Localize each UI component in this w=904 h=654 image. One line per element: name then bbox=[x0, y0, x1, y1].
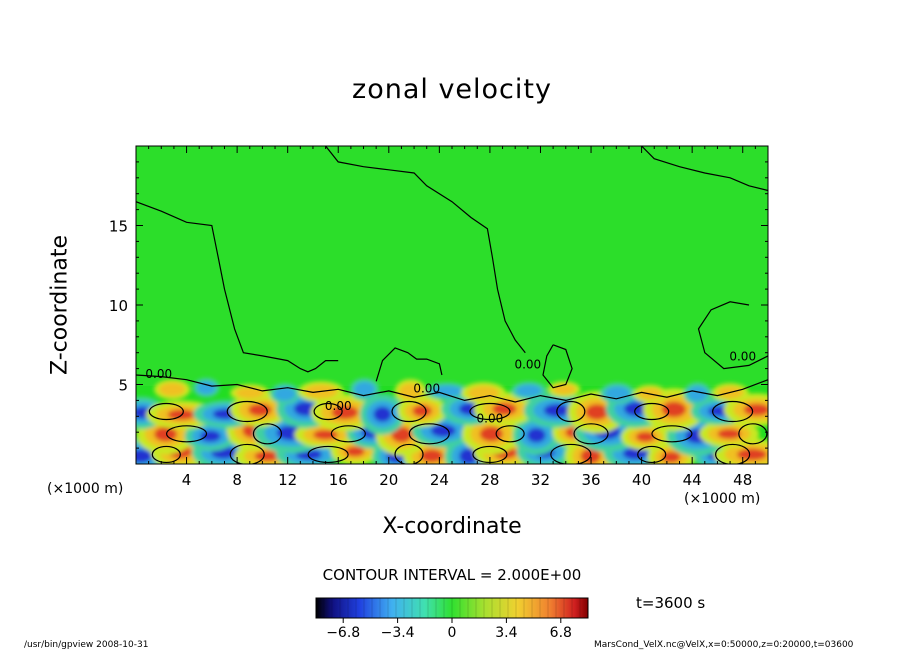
closed-contour-6 bbox=[637, 445, 667, 464]
field-blob-mid-48 bbox=[196, 381, 216, 395]
field-blob-core-36 bbox=[331, 405, 359, 420]
zero-contour-5 bbox=[375, 347, 443, 382]
field-blob-mid-52 bbox=[354, 381, 376, 397]
field-upper-tint bbox=[136, 146, 768, 386]
chart-title: zonal velocity bbox=[352, 74, 552, 105]
x-tick-label-11: 48 bbox=[733, 471, 752, 489]
field-blob-core-0 bbox=[136, 449, 153, 463]
field-blob-core-12 bbox=[622, 447, 648, 460]
footer-source: MarsCond_VelX.nc@VelX,x=0:50000,z=0:2000… bbox=[594, 640, 854, 650]
field-blob-mid-50 bbox=[274, 386, 296, 401]
footer-command: /usr/bin/gpview 2008-10-31 bbox=[24, 640, 149, 650]
contour-label-4: 0.00 bbox=[514, 358, 541, 372]
field-blob-mid-55 bbox=[467, 385, 500, 401]
field-blob-core-5 bbox=[345, 446, 365, 457]
closed-contour-23 bbox=[712, 400, 754, 423]
contour-label-0: 0.00 bbox=[145, 367, 172, 381]
closed-contour-0 bbox=[151, 445, 181, 464]
x-tick-label-7: 32 bbox=[531, 471, 550, 489]
x-tick-label-8: 36 bbox=[581, 471, 600, 489]
closed-contour-7 bbox=[715, 443, 751, 464]
colorbar-tick-label-3: 3.4 bbox=[495, 625, 517, 641]
closed-contour-19 bbox=[391, 400, 427, 423]
zero-contour-1 bbox=[325, 146, 526, 354]
closed-contour-18 bbox=[313, 402, 343, 421]
zero-contour-4 bbox=[542, 344, 573, 389]
field-blob-core-17 bbox=[200, 430, 221, 442]
field-blob-core-13 bbox=[661, 451, 681, 463]
field-blob-core-44 bbox=[661, 401, 687, 418]
closed-contour-14 bbox=[651, 425, 693, 443]
x-tick-label-6: 28 bbox=[480, 471, 499, 489]
colorbar-tick-label-1: −3.4 bbox=[381, 625, 415, 641]
x-tick-label-10: 44 bbox=[683, 471, 702, 489]
contour-interval-text: CONTOUR INTERVAL = 2.000E+00 bbox=[322, 566, 582, 584]
closed-contour-1 bbox=[229, 443, 265, 464]
field-blob-mid-60 bbox=[687, 386, 708, 402]
closed-contour-8 bbox=[165, 425, 208, 443]
closed-contour-2 bbox=[307, 445, 349, 464]
x-axis-label: X-coordinate bbox=[382, 514, 522, 539]
y-tick-label-2: 15 bbox=[109, 218, 128, 236]
field-blob-core-25 bbox=[527, 428, 546, 443]
x-tick-label-5: 24 bbox=[430, 471, 449, 489]
colorbar-tick-label-4: 6.8 bbox=[550, 625, 572, 641]
zero-contour-2 bbox=[641, 146, 768, 192]
zero-contour-0 bbox=[136, 201, 339, 373]
field-blob-core-15 bbox=[736, 448, 767, 461]
closed-contour-5 bbox=[550, 443, 592, 464]
field-blob-core-3 bbox=[254, 451, 281, 462]
closed-contour-17 bbox=[226, 400, 268, 423]
x-tick-label-9: 40 bbox=[632, 471, 651, 489]
closed-contour-3 bbox=[394, 443, 424, 464]
zero-contour-3 bbox=[697, 301, 768, 370]
closed-contour-10 bbox=[330, 425, 366, 443]
colorbar-tick-label-0: −6.8 bbox=[326, 625, 360, 641]
field-blob-core-37 bbox=[373, 406, 392, 422]
closed-contour-20 bbox=[469, 402, 511, 421]
velocity-field: 0.00 0.00 0.00 0.00 0.00 0.00 bbox=[136, 146, 768, 464]
closed-contour-13 bbox=[573, 423, 609, 445]
contour-label-1: 0.00 bbox=[325, 399, 352, 413]
contour-label-5: 0.00 bbox=[729, 350, 756, 364]
field-blob-mid-56 bbox=[516, 384, 542, 397]
field-blob-core-16 bbox=[154, 426, 177, 442]
closed-contour-12 bbox=[495, 425, 525, 443]
closed-contour-11 bbox=[408, 423, 450, 445]
field-blob-mid-49 bbox=[235, 387, 265, 399]
field-blob-core-42 bbox=[585, 404, 609, 420]
contour-label-3: 0.00 bbox=[477, 412, 504, 426]
x-tick-label-4: 20 bbox=[379, 471, 398, 489]
closed-contour-9 bbox=[252, 423, 283, 445]
x-unit-label-right: (×1000 m) bbox=[684, 491, 761, 507]
field-blob-mid-53 bbox=[399, 383, 422, 400]
y-tick-label-0: 5 bbox=[118, 377, 128, 395]
field-blob-core-22 bbox=[391, 426, 412, 443]
field-blob-mid-47 bbox=[159, 382, 186, 397]
x-tick-label-2: 12 bbox=[278, 471, 297, 489]
field-blob-mid-57 bbox=[552, 383, 576, 395]
zero-contour-6 bbox=[136, 374, 768, 403]
y-tick-label-1: 10 bbox=[109, 297, 128, 315]
field-blob-mid-54 bbox=[431, 385, 463, 398]
contour-label-2: 0.00 bbox=[413, 381, 440, 395]
x-tick-label-0: 4 bbox=[182, 471, 192, 489]
x-unit-label-left: (×1000 m) bbox=[47, 481, 124, 497]
y-axis-label: Z-coordinate bbox=[47, 235, 73, 375]
field-blob-core-34 bbox=[248, 403, 272, 416]
field-blob-core-38 bbox=[412, 405, 432, 417]
field-blob-core-7 bbox=[420, 449, 444, 463]
time-label: t=3600 s bbox=[636, 594, 706, 612]
field-blob-core-28 bbox=[635, 431, 655, 442]
colorbar: −6.8 −3.4 0 3.4 6.8 bbox=[315, 597, 589, 641]
closed-contour-21 bbox=[556, 400, 586, 423]
closed-contour-16 bbox=[148, 402, 184, 421]
field-blob-core-30 bbox=[717, 428, 742, 439]
x-tick-label-3: 16 bbox=[329, 471, 348, 489]
closed-contour-15 bbox=[738, 423, 768, 445]
colorbar-tick-label-2: 0 bbox=[448, 625, 457, 641]
x-tick-label-1: 8 bbox=[232, 471, 242, 489]
closed-contour-22 bbox=[634, 402, 670, 421]
